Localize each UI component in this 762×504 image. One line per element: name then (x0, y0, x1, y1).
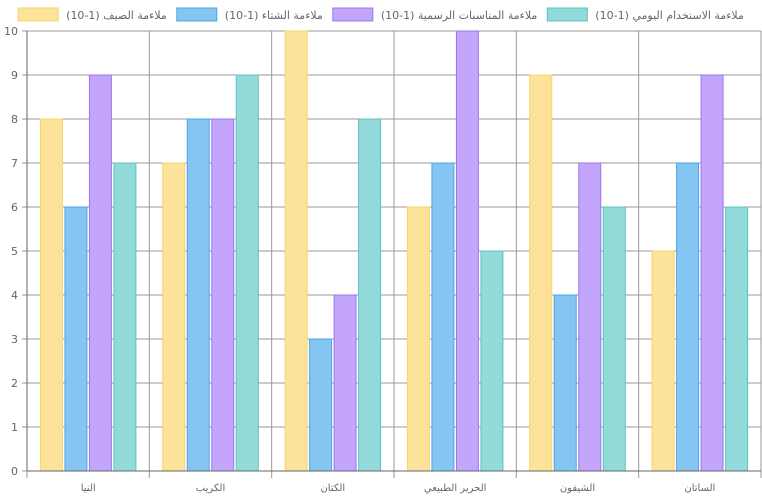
y-tick-label: 2 (11, 377, 18, 390)
bars-layer (39, 30, 749, 472)
legend-swatch (176, 7, 218, 22)
legend-item-1[interactable]: ملاءمة الصيف (1-10) (17, 7, 167, 22)
legend-item-3[interactable]: ملاءمة المناسبات الرسمية (1-10) (332, 7, 538, 22)
legend-label: ملاءمة الصيف (1-10) (66, 9, 167, 22)
y-tick-label: 5 (11, 245, 18, 258)
bar-s2-1[interactable] (64, 206, 88, 472)
bar-s2-3[interactable] (309, 338, 333, 472)
y-tick-label: 10 (4, 25, 18, 38)
bar-s2-6[interactable] (676, 162, 700, 472)
bar-s4-5[interactable] (602, 206, 626, 472)
bar-s1-1[interactable] (39, 118, 63, 472)
y-tick-label: 9 (11, 69, 18, 82)
bar-s4-2[interactable] (235, 74, 259, 472)
bar-s3-5[interactable] (578, 162, 602, 472)
x-category-label: الحرير الطبيعي (424, 483, 487, 494)
legend[interactable]: ملاءمة الصيف (1-10) ملاءمة الشتاء (1-10) م… (17, 7, 744, 22)
y-tick-label: 0 (11, 465, 18, 478)
bar-s1-5[interactable] (529, 74, 553, 472)
bar-s1-2[interactable] (162, 162, 186, 472)
bar-s4-4[interactable] (480, 250, 504, 472)
y-tick-label: 6 (11, 201, 18, 214)
bar-s4-6[interactable] (725, 206, 749, 472)
bar-s4-1[interactable] (113, 162, 137, 472)
y-tick-label: 4 (11, 289, 18, 302)
grid-layer (26, 30, 762, 478)
x-category-label: الكتان (320, 483, 345, 494)
x-category-label: النيا (81, 483, 96, 494)
bar-s1-3[interactable] (284, 30, 308, 472)
legend-label: ملاءمة المناسبات الرسمية (1-10) (381, 9, 538, 22)
x-category-label: الكريب (196, 483, 225, 494)
axis-layer: 0 1 2 3 4 5 6 7 8 9 10 النيا الكريب الكتان الحرير الطب… (4, 25, 761, 494)
y-tick-label: 1 (11, 421, 18, 434)
bar-s3-4[interactable] (455, 30, 479, 472)
legend-swatch (546, 7, 588, 22)
bar-s1-6[interactable] (651, 250, 675, 472)
x-category-label: الساتان (684, 483, 715, 494)
legend-label: ملاءمة الشتاء (1-10) (225, 9, 323, 22)
bar-s3-3[interactable] (333, 294, 357, 472)
bar-s2-2[interactable] (186, 118, 210, 472)
x-category-label: الشيفون (560, 483, 595, 494)
bar-s2-5[interactable] (553, 294, 577, 472)
y-tick-label: 7 (11, 157, 18, 170)
legend-item-2[interactable]: ملاءمة الشتاء (1-10) (176, 7, 323, 22)
legend-item-4[interactable]: ملاءمة الاستخدام اليومي (1-10) (546, 7, 744, 22)
bar-s1-4[interactable] (406, 206, 430, 472)
bar-s4-3[interactable] (358, 118, 382, 472)
bar-s3-6[interactable] (700, 74, 724, 472)
legend-swatch (17, 7, 59, 22)
legend-label: ملاءمة الاستخدام اليومي (1-10) (595, 9, 744, 22)
bar-s2-4[interactable] (431, 162, 455, 472)
legend-swatch (332, 7, 374, 22)
y-tick-label: 3 (11, 333, 18, 346)
bar-s3-1[interactable] (88, 74, 112, 472)
bar-s3-2[interactable] (211, 118, 235, 472)
y-tick-label: 8 (11, 113, 18, 126)
